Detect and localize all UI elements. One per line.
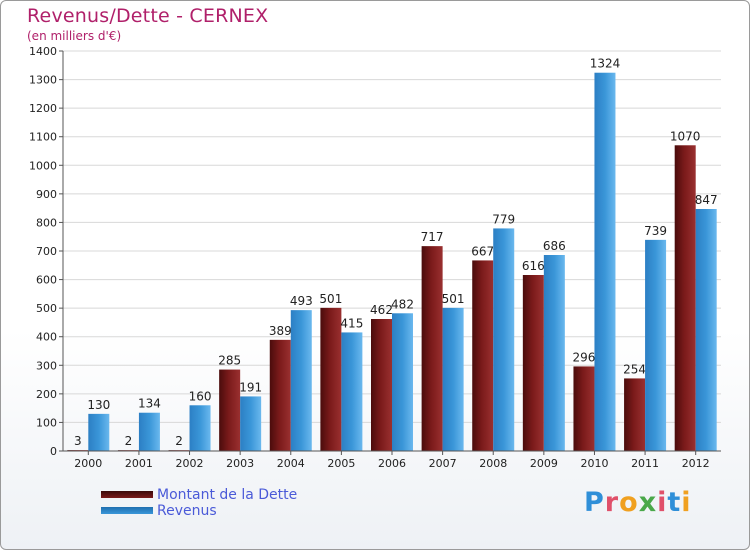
data-label: 616 [522,259,545,273]
legend-label-dette: Montant de la Dette [157,487,298,503]
bar-dette [522,275,544,451]
x-tick-label: 2001 [125,457,153,470]
brand-letter: i [681,487,692,518]
data-label: 493 [290,294,313,308]
chart-title: Revenus/Dette - CERNEX [27,5,269,27]
bar-revenus [392,313,413,451]
y-tick-label: 500 [36,302,57,315]
legend-swatch-dette [101,491,153,498]
bar-revenus [594,72,616,451]
brand-letter: i [657,487,668,518]
x-tick-label: 2002 [176,457,204,470]
data-label: 717 [421,230,444,244]
x-tick-label: 2000 [74,457,102,470]
bar-revenus [543,255,565,451]
data-label: 415 [340,316,363,330]
brand-letter: o [619,487,639,518]
chart-subtitle: (en milliers d'€) [27,29,122,43]
bar-revenus [290,310,312,451]
bar-revenus [442,307,464,451]
legend-swatch-revenus [101,507,153,514]
brand-logo: Proxiti [584,487,692,518]
y-tick-label: 1300 [29,74,57,87]
data-label: 739 [644,224,667,238]
y-tick-label: 100 [36,416,57,429]
bar-dette [269,339,291,451]
bar-revenus [138,412,160,451]
data-label: 779 [492,212,515,226]
x-tick-label: 2004 [277,457,305,470]
data-label: 1070 [670,129,701,143]
x-tick-label: 2005 [327,457,355,470]
brand-letter: x [638,487,658,518]
y-tick-label: 900 [36,188,57,201]
brand-letter: t [667,487,682,518]
bar-dette [219,369,241,451]
x-tick-label: 2010 [580,457,608,470]
data-label: 389 [269,324,292,338]
y-tick-label: 1100 [29,131,57,144]
x-tick-label: 2012 [682,457,710,470]
x-tick-label: 2003 [226,457,254,470]
bar-revenus [88,413,110,451]
bar-revenus [493,228,515,451]
data-label: 501 [319,292,342,306]
bar-dette [674,145,696,452]
data-label: 1324 [590,57,621,71]
bar-revenus [695,209,717,451]
data-label: 134 [138,397,161,411]
brand-letter: P [584,487,605,518]
data-label: 296 [573,350,596,364]
data-label: 130 [87,398,110,412]
bar-revenus [341,332,363,451]
bar-revenus [240,396,262,451]
bar-dette [624,378,646,451]
x-tick-label: 2007 [429,457,457,470]
x-tick-label: 2009 [530,457,558,470]
data-label: 160 [189,389,212,403]
data-label: 285 [218,354,241,368]
data-label: 667 [471,244,494,258]
data-label: 501 [442,292,465,306]
y-tick-label: 700 [36,245,57,258]
y-tick-label: 1200 [29,102,57,115]
x-tick-label: 2008 [479,457,507,470]
y-tick-label: 400 [36,331,57,344]
legend-label-revenus: Revenus [157,503,217,519]
data-label: 2 [175,434,183,448]
bar-dette [573,366,595,451]
y-tick-label: 600 [36,274,57,287]
y-tick-label: 200 [36,388,57,401]
bar-revenus [645,239,667,451]
data-label: 191 [239,380,262,394]
bar-dette [320,307,342,451]
x-tick-label: 2011 [631,457,659,470]
bar-dette [472,260,494,451]
x-tick-label: 2006 [378,457,406,470]
data-label: 482 [391,297,414,311]
brand-letter: r [604,487,620,518]
data-label: 847 [695,193,718,207]
data-label: 686 [543,239,566,253]
y-tick-label: 800 [36,216,57,229]
y-tick-label: 0 [50,445,57,458]
bar-revenus [189,405,211,451]
data-label: 2 [125,434,133,448]
data-label: 3 [74,434,82,448]
bar-dette [371,319,392,451]
bar-dette [421,246,443,451]
data-label: 254 [623,362,646,376]
data-label: 462 [370,303,393,317]
y-tick-label: 1000 [29,159,57,172]
y-tick-label: 1400 [29,45,57,58]
y-tick-label: 300 [36,359,57,372]
